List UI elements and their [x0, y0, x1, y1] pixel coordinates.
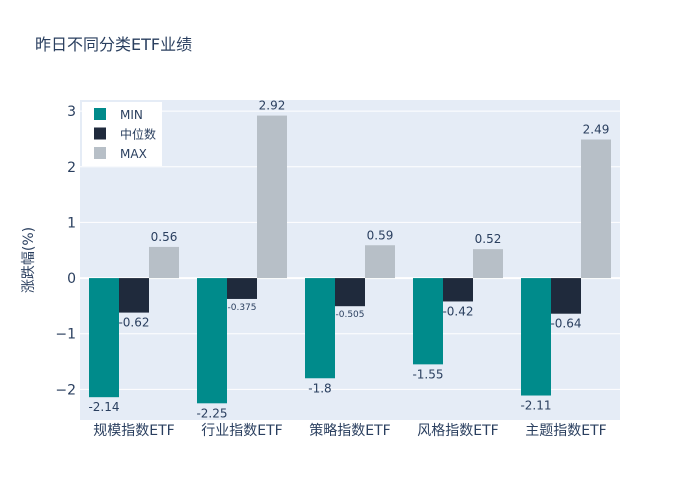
data-label: -1.8 — [308, 381, 331, 395]
bar[interactable] — [257, 115, 287, 279]
data-label: -0.42 — [442, 304, 473, 318]
data-label: 0.59 — [367, 228, 394, 242]
legend[interactable]: MIN 中位数 MAX — [82, 102, 162, 166]
data-label: 2.92 — [259, 99, 286, 113]
bar[interactable] — [197, 278, 227, 404]
bar[interactable] — [365, 245, 395, 279]
x-tick-label: 行业指数ETF — [201, 423, 282, 439]
bar[interactable] — [473, 249, 503, 279]
data-label: 0.56 — [151, 230, 178, 244]
data-label: -2.25 — [196, 406, 227, 420]
y-tick-label: 1 — [67, 215, 76, 231]
data-label: -0.505 — [335, 310, 364, 320]
data-label: 2.49 — [583, 123, 610, 137]
data-labels: -2.14 -0.62 0.56 -2.25 -0.375 2.92 -1.8 -0.505 0… — [88, 99, 609, 421]
y-tick-label: −1 — [55, 327, 76, 343]
y-axis-ticks: −2 −1 0 1 2 3 — [55, 104, 76, 398]
legend-label[interactable]: MAX — [120, 147, 147, 161]
y-tick-label: 0 — [67, 271, 76, 287]
data-label: -2.11 — [520, 399, 551, 413]
legend-label[interactable]: 中位数 — [120, 127, 156, 142]
legend-swatch[interactable] — [94, 147, 106, 159]
data-label: -2.14 — [88, 400, 119, 414]
y-tick-label: 3 — [67, 104, 76, 120]
x-axis-ticks: 规模指数ETF 行业指数ETF 策略指数ETF 风格指数ETF 主题指数ETF — [93, 422, 606, 439]
y-tick-label: 2 — [67, 160, 76, 176]
bar[interactable] — [443, 278, 473, 302]
data-label: -1.55 — [412, 367, 443, 381]
data-label: -0.64 — [550, 317, 581, 331]
bars — [89, 115, 611, 404]
y-tick-label: −2 — [55, 382, 76, 398]
data-label: 0.52 — [475, 232, 502, 246]
data-label: -0.62 — [118, 316, 149, 330]
y-axis-label: 涨跌幅(%) — [21, 227, 37, 293]
bar[interactable] — [413, 278, 443, 365]
legend-label[interactable]: MIN — [120, 108, 143, 122]
chart-title: 昨日不同分类ETF业绩 — [35, 35, 192, 54]
bar[interactable] — [227, 278, 257, 299]
bar[interactable] — [551, 278, 581, 314]
bar[interactable] — [305, 278, 335, 379]
bar[interactable] — [521, 278, 551, 396]
x-tick-label: 规模指数ETF — [93, 423, 174, 439]
legend-swatch[interactable] — [94, 108, 106, 120]
legend-swatch[interactable] — [94, 127, 106, 140]
x-tick-label: 主题指数ETF — [525, 423, 606, 439]
data-label: -0.375 — [227, 303, 256, 313]
bar[interactable] — [119, 278, 149, 313]
bar[interactable] — [89, 278, 119, 398]
bar[interactable] — [335, 278, 365, 307]
x-tick-label: 策略指数ETF — [309, 422, 390, 439]
bar[interactable] — [581, 139, 611, 279]
bar[interactable] — [149, 246, 179, 279]
x-tick-label: 风格指数ETF — [417, 423, 498, 439]
